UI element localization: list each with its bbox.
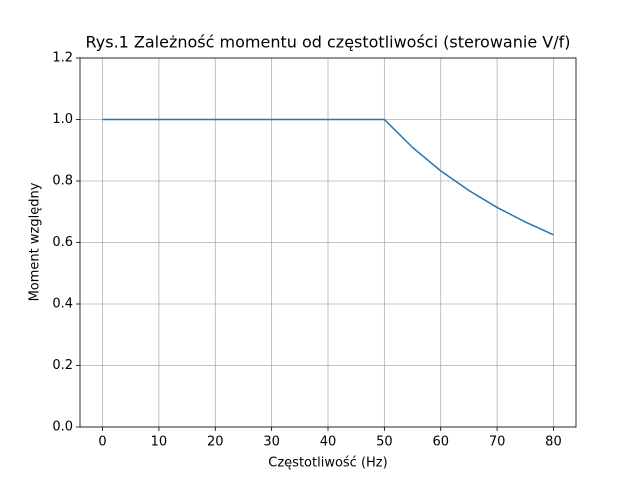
- x-tick-label: 0: [98, 435, 106, 450]
- y-tick-label: 0.0: [52, 420, 73, 435]
- x-tick-label: 40: [320, 435, 337, 450]
- y-tick-label: 0.8: [52, 174, 73, 189]
- y-tick-label: 0.4: [52, 297, 73, 312]
- chart-title: Rys.1 Zależność momentu od częstotliwośc…: [86, 33, 571, 52]
- x-tick-label: 30: [263, 435, 280, 450]
- y-tick-label: 1.2: [52, 51, 73, 66]
- x-tick-label: 10: [151, 435, 168, 450]
- x-tick-label: 50: [376, 435, 393, 450]
- x-tick-label: 70: [489, 435, 506, 450]
- x-tick-label: 20: [207, 435, 224, 450]
- y-tick-label: 0.2: [52, 358, 73, 373]
- y-tick-label: 1.0: [52, 112, 73, 127]
- data-line: [102, 118, 554, 236]
- x-axis-label: Częstotliwość (Hz): [268, 456, 387, 471]
- plot-frame: [79, 57, 577, 428]
- y-tick-label: 0.6: [52, 235, 73, 250]
- x-tick-label: 60: [432, 435, 449, 450]
- y-axis-label: Moment względny: [28, 182, 43, 301]
- x-tick-label: 80: [545, 435, 562, 450]
